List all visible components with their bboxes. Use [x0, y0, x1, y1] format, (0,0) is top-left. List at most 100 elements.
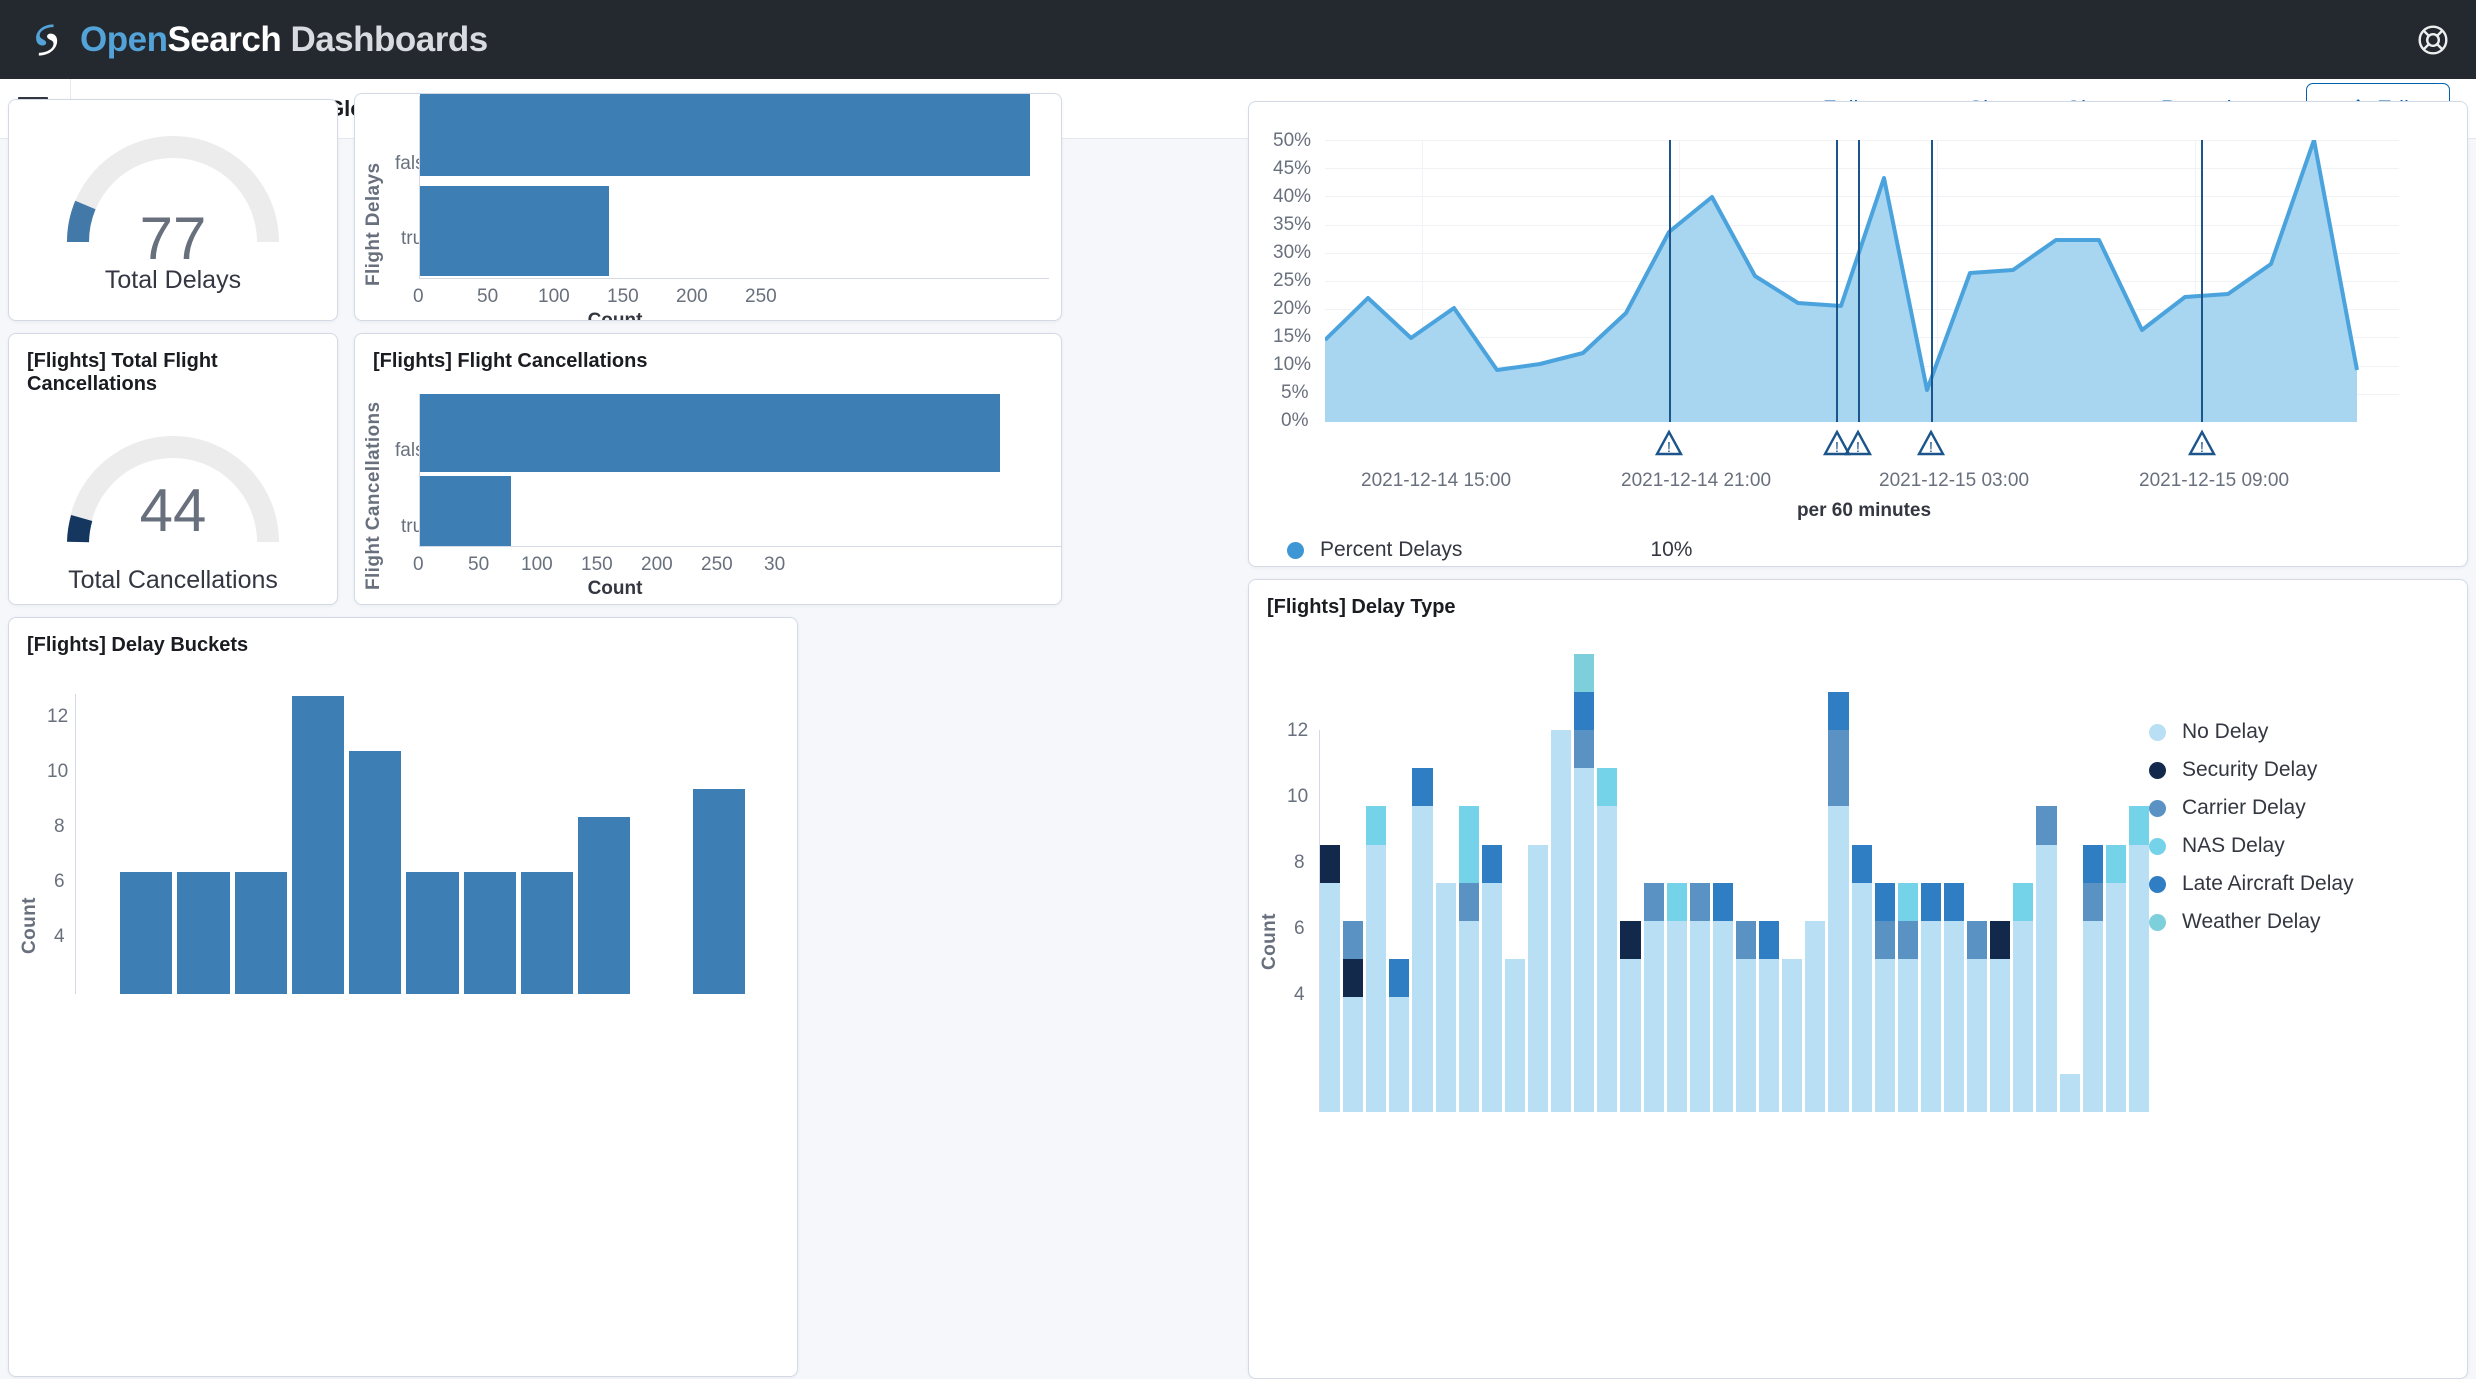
stacked-bar[interactable] [1874, 882, 1895, 1112]
flight-cancellations-xtick-3: 150 [581, 554, 613, 575]
stack-segment [1759, 959, 1780, 1112]
annotation-line[interactable] [1857, 140, 1860, 422]
stack-segment [1551, 730, 1572, 1112]
bar[interactable] [520, 872, 574, 994]
lifebuoy-icon[interactable] [2416, 23, 2450, 57]
stacked-bar[interactable] [1597, 768, 1618, 1112]
stacked-bar[interactable] [1689, 882, 1710, 1112]
stacked-bar[interactable] [1574, 653, 1595, 1112]
bar-true[interactable] [420, 476, 511, 546]
stacked-bar[interactable] [1527, 844, 1549, 1112]
stacked-bar[interactable] [1320, 844, 1341, 1112]
stacked-bar[interactable] [1828, 691, 1849, 1112]
flight-cancellations-plot [419, 394, 1049, 546]
delay-type-ytick-12: 12 [1287, 720, 1309, 741]
delays-ytick-30: 30% [1273, 242, 1312, 263]
delays-ytick-45: 45% [1273, 158, 1312, 179]
legend-item-late-aircraft-delay[interactable]: Late Aircraft Delay [2149, 872, 2354, 896]
delay-buckets-y-axis-label: Count [19, 897, 40, 954]
stack-segment [1412, 806, 1433, 1112]
legend-label-percent-delays[interactable]: Percent Delays [1320, 538, 1463, 561]
stacked-bar[interactable] [2013, 882, 2034, 1112]
stack-segment [1782, 959, 1803, 1112]
stacked-bar[interactable] [1712, 882, 1733, 1112]
flight-delays-x-axis [419, 278, 1049, 279]
svg-text:!: ! [1856, 439, 1860, 456]
flight-delays-xtick-3: 150 [607, 286, 639, 307]
legend-item-weather-delay[interactable]: Weather Delay [2149, 910, 2354, 934]
stacked-bar[interactable] [1389, 959, 1410, 1112]
stacked-bar[interactable] [1897, 882, 1918, 1112]
annotation-line[interactable] [1668, 140, 1671, 422]
delay-buckets-plot [75, 694, 789, 994]
stacked-bar[interactable] [1782, 959, 1803, 1112]
stack-segment [1320, 844, 1341, 883]
stacked-bar[interactable] [1735, 921, 1757, 1112]
stacked-bar[interactable] [1643, 882, 1664, 1112]
bar-false[interactable] [420, 94, 1030, 176]
stack-segment [1574, 730, 1595, 769]
stack-segment [1897, 882, 1918, 922]
bar[interactable] [177, 872, 230, 994]
flight-cancellations-y-axis-label: Flight Cancellations [363, 401, 384, 590]
stacked-bar[interactable] [2059, 1073, 2080, 1112]
delays-ytick-40: 40% [1273, 186, 1312, 207]
stack-segment [2082, 844, 2103, 883]
brand[interactable]: OpenSearch Dashboards [26, 18, 488, 62]
delays-ytick-5: 5% [1281, 382, 1309, 403]
stacked-bar[interactable] [2082, 844, 2103, 1112]
legend-item-security-delay[interactable]: Security Delay [2149, 758, 2354, 782]
annotation-line[interactable] [2201, 140, 2204, 422]
bar[interactable] [349, 751, 402, 994]
stacked-bar[interactable] [2105, 844, 2126, 1112]
stack-segment [1712, 921, 1733, 1112]
bar[interactable] [692, 789, 745, 994]
delay-buckets-ytick-4: 4 [54, 926, 65, 947]
legend-item-nas-delay[interactable]: NAS Delay [2149, 834, 2354, 858]
flight-delays-plot [419, 94, 1049, 278]
bar[interactable] [291, 696, 345, 994]
panel-total-flight-cancellations[interactable]: [Flights] Total Flight Cancellations 44 … [8, 333, 338, 605]
annotation-markers[interactable]: ! ! ! ! ! [1325, 424, 2399, 464]
bar[interactable] [406, 872, 459, 994]
legend-item-carrier-delay[interactable]: Carrier Delay [2149, 796, 2354, 820]
annotation-line[interactable] [1930, 140, 1933, 422]
bar[interactable] [463, 872, 516, 994]
bar-false[interactable] [420, 394, 1000, 472]
stacked-bar[interactable] [1943, 882, 1965, 1112]
panel-flight-cancellations[interactable]: [Flights] Flight Cancellations Flight Ca… [354, 333, 1062, 605]
stacked-bar[interactable] [1481, 844, 1502, 1112]
bar[interactable] [578, 817, 631, 994]
stacked-bar[interactable] [2036, 806, 2057, 1112]
annotation-line[interactable] [1836, 140, 1839, 422]
stacked-bar[interactable] [1435, 882, 1456, 1112]
stacked-bar[interactable] [1851, 844, 1872, 1112]
panel-total-flight-delays[interactable]: 77 Total Delays [8, 99, 338, 321]
bar[interactable] [120, 872, 173, 994]
stacked-bar[interactable] [1620, 921, 1641, 1112]
panel-delays-over-time[interactable]: 50% 45% 40% 35% 30% 25% 20% 15% 10% 5% 0… [1248, 101, 2468, 567]
stacked-bar[interactable] [1805, 921, 1826, 1112]
bar[interactable] [234, 872, 287, 994]
stacked-bar[interactable] [1990, 921, 2011, 1112]
global-header: OpenSearch Dashboards [0, 0, 2476, 79]
stacked-bar[interactable] [1920, 882, 1941, 1112]
area-series-percent-delays[interactable] [1325, 140, 2399, 422]
stacked-bar[interactable] [1504, 959, 1525, 1112]
stacked-bar[interactable] [1967, 921, 1988, 1112]
stacked-bar[interactable] [1551, 730, 1572, 1112]
stacked-bar[interactable] [1366, 806, 1387, 1112]
stacked-bar[interactable] [2128, 806, 2149, 1112]
stacked-bar[interactable] [1412, 768, 1433, 1112]
stack-segment [1620, 959, 1641, 1112]
panel-delay-buckets[interactable]: [Flights] Delay Buckets Count 12 10 8 6 … [8, 617, 798, 1377]
stacked-bar[interactable] [1343, 921, 1364, 1112]
panel-delay-type[interactable]: [Flights] Delay Type 12 10 8 6 4 Count N… [1248, 579, 2468, 1379]
legend-item-no-delay[interactable]: No Delay [2149, 720, 2354, 744]
stacked-bar[interactable] [1666, 882, 1687, 1112]
bar-true[interactable] [420, 186, 610, 276]
stacked-bar[interactable] [1458, 806, 1479, 1112]
stacked-bar[interactable] [1759, 921, 1780, 1112]
stack-segment [1320, 882, 1341, 1112]
panel-flight-delays[interactable]: Flight Delays false true 0 50 100 150 20… [354, 93, 1062, 321]
